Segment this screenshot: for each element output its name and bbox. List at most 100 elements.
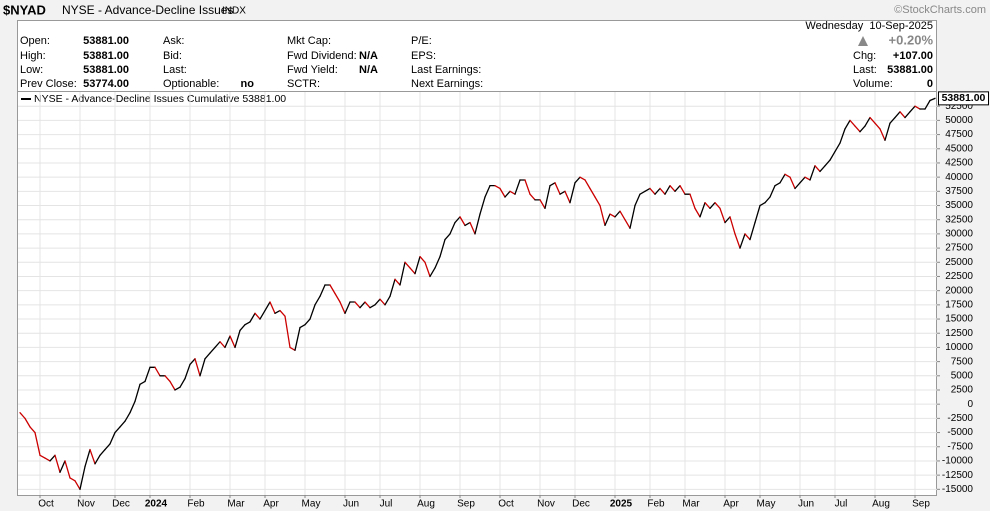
y-tick-label: 30000 bbox=[945, 229, 973, 240]
y-tick-label: -15000 bbox=[942, 484, 974, 495]
y-tick-label: 2500 bbox=[951, 385, 974, 396]
line-segment bbox=[209, 346, 216, 354]
date: Wednesday 10-Sep-2025 bbox=[805, 20, 933, 32]
line-segment bbox=[899, 111, 906, 119]
x-tick-label: Mar bbox=[227, 499, 245, 510]
y-tick-label: 45000 bbox=[945, 143, 973, 154]
line-segment bbox=[389, 278, 396, 297]
y-tick-label: 20000 bbox=[945, 285, 973, 296]
x-tick-label: Aug bbox=[417, 499, 435, 510]
line-segment bbox=[374, 298, 381, 306]
line-segment bbox=[434, 255, 441, 269]
line-segment bbox=[864, 116, 871, 127]
line-segment bbox=[329, 284, 336, 295]
line-segment bbox=[619, 210, 626, 221]
line-segment bbox=[609, 213, 616, 218]
line-segment bbox=[679, 185, 686, 195]
line-segment bbox=[754, 204, 761, 224]
line-segment bbox=[709, 202, 716, 210]
field-label: Volume: bbox=[853, 78, 893, 90]
line-segment bbox=[364, 301, 371, 309]
field-label: Optionable: bbox=[163, 78, 219, 90]
symbol: $NYAD bbox=[3, 2, 46, 17]
line-segment bbox=[854, 125, 861, 133]
line-segment bbox=[644, 187, 651, 192]
line-segment bbox=[914, 105, 921, 110]
y-tick-label: -2500 bbox=[947, 413, 973, 424]
line-segment bbox=[574, 176, 581, 184]
line-segment bbox=[79, 465, 86, 490]
line-segment bbox=[889, 116, 896, 124]
line-segment bbox=[49, 454, 56, 462]
field-label: Chg: bbox=[853, 50, 876, 62]
x-tick-label: Dec bbox=[572, 499, 590, 510]
line-segment bbox=[674, 185, 681, 192]
line-segment bbox=[654, 187, 661, 195]
line-segment bbox=[154, 366, 161, 377]
line-segment bbox=[414, 255, 421, 275]
line-segment bbox=[179, 377, 186, 388]
x-tick-label: Oct bbox=[498, 499, 514, 510]
line-segment bbox=[924, 99, 931, 110]
line-segment bbox=[604, 213, 611, 227]
line-segment bbox=[579, 176, 586, 181]
line-segment bbox=[444, 233, 451, 241]
line-segment bbox=[884, 122, 891, 141]
y-tick-label: 50000 bbox=[945, 115, 973, 126]
line-segment bbox=[834, 142, 841, 153]
x-tick-label: Dec bbox=[112, 499, 130, 510]
line-segment bbox=[419, 255, 426, 263]
line-segment bbox=[634, 193, 641, 207]
y-tick-label: 10000 bbox=[945, 342, 973, 353]
line-segment bbox=[34, 431, 41, 456]
field-label: Last Earnings: bbox=[411, 64, 481, 76]
x-tick-label: Feb bbox=[187, 499, 205, 510]
field-label: SCTR: bbox=[287, 78, 320, 90]
line-segment bbox=[894, 111, 901, 119]
y-tick-label: 0 bbox=[967, 399, 973, 410]
line-segment bbox=[424, 261, 431, 278]
line-segment bbox=[404, 261, 411, 269]
line-segment bbox=[409, 267, 416, 275]
line-segment bbox=[704, 202, 711, 210]
line-segment bbox=[784, 173, 791, 178]
x-tick-label: Jun bbox=[343, 499, 359, 510]
line-segment bbox=[809, 165, 816, 181]
line-segment bbox=[664, 185, 671, 195]
last-value-box bbox=[938, 91, 989, 106]
line-segment bbox=[474, 213, 481, 235]
line-segment bbox=[529, 193, 536, 201]
line-segment bbox=[214, 341, 221, 349]
y-tick-label: -7500 bbox=[947, 441, 973, 452]
y-tick-label: 40000 bbox=[945, 172, 973, 183]
line-segment bbox=[739, 233, 746, 249]
x-tick-label: Nov bbox=[77, 499, 95, 510]
x-tick-label: Feb bbox=[647, 499, 665, 510]
y-tick-label: -10000 bbox=[942, 456, 974, 467]
line-segment bbox=[229, 335, 236, 349]
y-tick-label: 25000 bbox=[945, 257, 973, 268]
line-segment bbox=[104, 443, 111, 451]
x-tick-label: Oct bbox=[38, 499, 54, 510]
line-segment bbox=[194, 358, 201, 377]
line-segment bbox=[719, 207, 726, 224]
line-segment bbox=[694, 207, 701, 218]
line-segment bbox=[24, 417, 31, 428]
field-value: N/A bbox=[359, 64, 378, 76]
field-label: Prev Close: bbox=[20, 78, 77, 90]
line-segment bbox=[384, 295, 391, 306]
x-tick-label: Nov bbox=[537, 499, 555, 510]
line-segment bbox=[509, 190, 516, 195]
line-segment bbox=[39, 454, 46, 459]
line-segment bbox=[584, 179, 591, 190]
line-segment bbox=[399, 261, 406, 286]
line-segment bbox=[759, 202, 766, 207]
line-segment bbox=[304, 318, 311, 326]
line-segment bbox=[354, 301, 361, 309]
line-segment bbox=[224, 335, 231, 349]
line-segment bbox=[99, 448, 106, 456]
line-segment bbox=[334, 292, 341, 303]
y-tick-label: 52500 bbox=[945, 101, 973, 112]
field-value: 53881.00 bbox=[83, 50, 129, 62]
y-tick-label: 27500 bbox=[945, 243, 973, 254]
